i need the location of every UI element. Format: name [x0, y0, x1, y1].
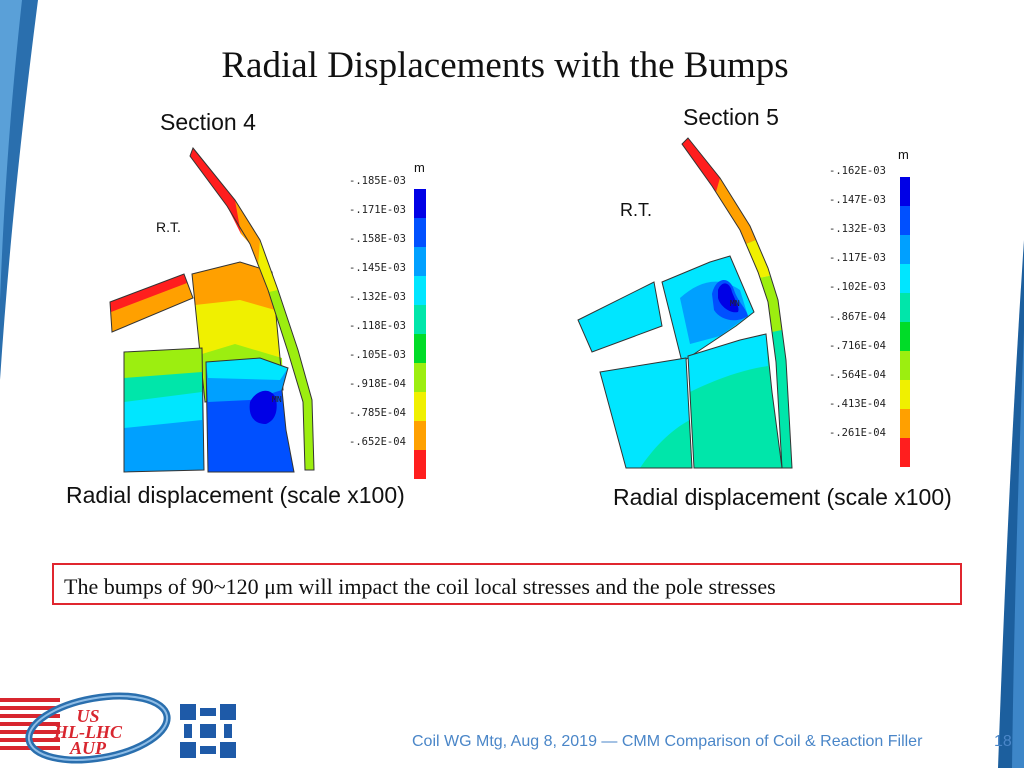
section-4-lower-right-block: MN [205, 357, 295, 473]
section-5-label: Section 5 [683, 104, 779, 130]
section-4-colorbar: m -.185E-03 -.171E-03 -.158E-03 -.145E-0… [349, 160, 426, 479]
note-box: The bumps of 90~120 μm will impact the c… [52, 563, 962, 605]
section-5-caption: Radial displacement (scale x100) [613, 484, 952, 510]
footer-text: Coil WG Mtg, Aug 8, 2019 — CMM Compariso… [412, 733, 923, 750]
section-5-rt-label: R.T. [620, 200, 652, 220]
section-5-colorbar-tick: -.564E-04 [829, 369, 886, 381]
section-4-colorbar-tick: -.105E-03 [349, 349, 406, 361]
section-4-colorbar-tick: -.171E-03 [349, 204, 406, 216]
section-4-label: Section 4 [160, 109, 256, 135]
section-5-mn-label: MN [730, 299, 740, 308]
section-5-colorbar-tick: -.102E-03 [829, 281, 886, 293]
section-4-colorbar-tick: -.158E-03 [349, 233, 406, 245]
section-5-lower-left-block [599, 357, 693, 469]
section-4-mn-label: MN [272, 395, 282, 404]
section-5-colorbar: m -.162E-03 -.147E-03 -.132E-03 -.117E-0… [829, 147, 910, 467]
section-4-colorbar-tick: -.118E-03 [349, 320, 406, 332]
section-4-colorbar-unit: m [414, 160, 425, 175]
section-4-colorbar-tick: -.145E-03 [349, 262, 406, 274]
note-text: The bumps of 90~120 μm will impact the c… [64, 574, 776, 599]
page-number: 18 [994, 733, 1012, 750]
section-4-displacement-plot: MN R.T. m -.185E-03 -.171E-03 -.158E-03 … [109, 147, 426, 479]
section-5-colorbar-tick: -.147E-03 [829, 194, 886, 206]
logo-text-aup: AUP [69, 738, 107, 758]
section-5-colorbar-tick: -.716E-04 [829, 340, 886, 352]
section-4-left-wedge [109, 273, 194, 333]
logo-text-hl-lhc: HL-LHC [53, 722, 123, 742]
section-4-colorbar-tick: -.785E-04 [349, 407, 406, 419]
section-4-rt-label: R.T. [156, 219, 181, 235]
section-4-colorbar-tick: -.652E-04 [349, 436, 406, 448]
section-4-pole-strip [189, 147, 315, 471]
section-5-left-wedge [577, 281, 663, 353]
section-4-lower-left-block [123, 347, 205, 473]
left-decorative-swoosh [0, 0, 38, 380]
section-5-colorbar-tick: -.117E-03 [829, 252, 886, 264]
section-5-displacement-plot: MN R.T. m -.162E-03 -.147E [577, 137, 910, 469]
section-5-colorbar-tick: -.162E-03 [829, 165, 886, 177]
section-5-colorbar-tick: -.132E-03 [829, 223, 886, 235]
fermilab-logo [180, 704, 236, 758]
right-decorative-swoosh [998, 240, 1024, 768]
section-5-colorbar-tick: -.413E-04 [829, 398, 886, 410]
section-5-colorbar-tick: -.867E-04 [829, 311, 886, 323]
section-4-caption: Radial displacement (scale x100) [66, 482, 405, 508]
section-5-lower-right-block [687, 333, 783, 469]
section-4-colorbar-tick: -.132E-03 [349, 291, 406, 303]
section-4-colorbar-tick: -.185E-03 [349, 175, 406, 187]
section-5-colorbar-unit: m [898, 147, 909, 162]
us-hl-lhc-aup-logo: US HL-LHC AUP [0, 692, 171, 764]
section-4-colorbar-tick: -.918E-04 [349, 378, 406, 390]
section-5-colorbar-tick: -.261E-04 [829, 427, 886, 439]
logo-text-us: US [76, 706, 99, 726]
slide-title: Radial Displacements with the Bumps [221, 45, 789, 86]
section-5-upper-wedge: MN [661, 255, 755, 363]
